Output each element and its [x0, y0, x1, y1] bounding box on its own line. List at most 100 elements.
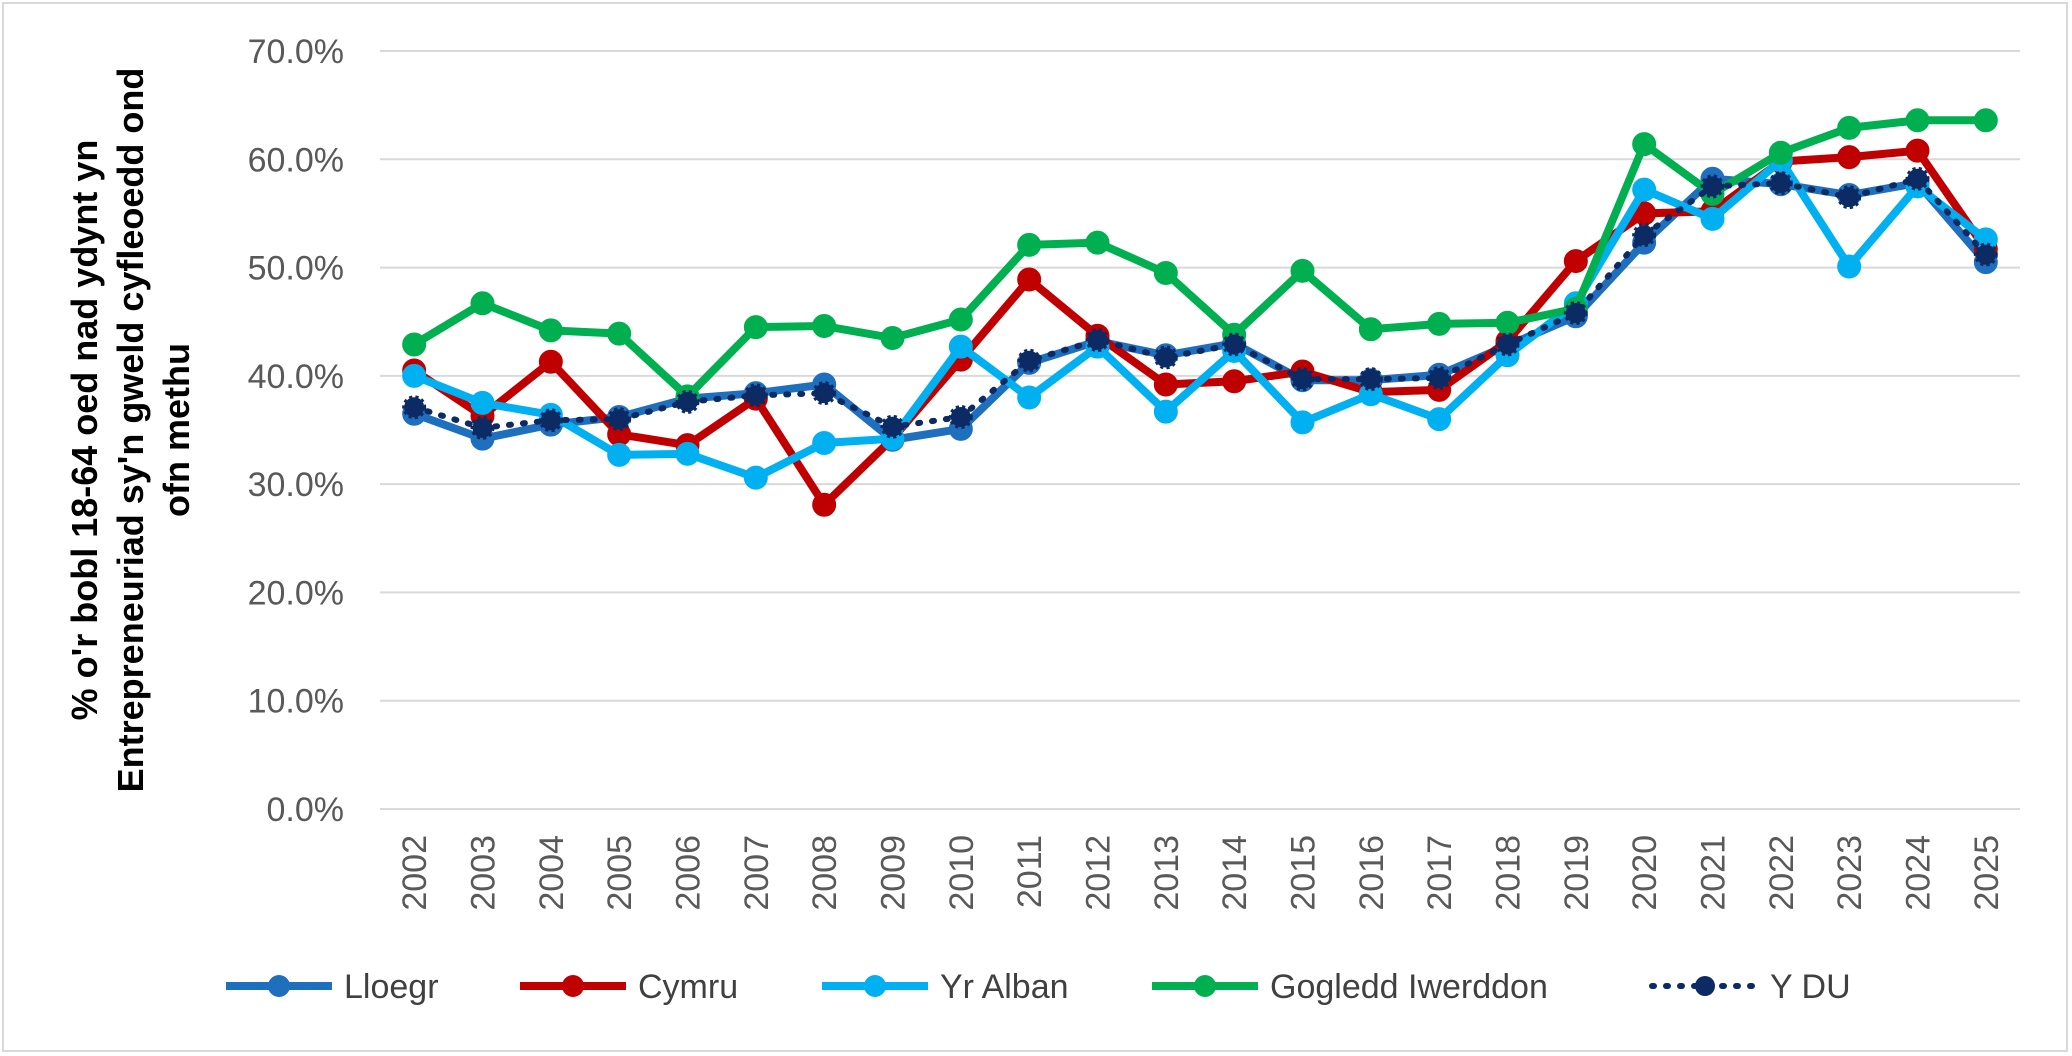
data-point	[402, 363, 427, 388]
data-point	[743, 383, 768, 408]
y-axis: 0.0% 10.0% 20.0% 30.0% 40.0% 50.0% 60.0% 70.0%	[248, 33, 344, 829]
x-tick-label: 2017	[1421, 835, 1459, 911]
data-point	[948, 334, 973, 359]
legend-label: Cymru	[638, 968, 738, 1006]
data-point	[1905, 108, 1930, 133]
x-tick-label: 2022	[1763, 835, 1801, 911]
y-tick-label: 70.0%	[248, 33, 344, 71]
data-point	[607, 321, 632, 346]
legend-swatch-marker	[268, 975, 290, 997]
data-point	[1632, 223, 1657, 248]
y-axis-title: % o'r bobl 18-64 oed nad ydynt yn Entrepr…	[64, 68, 197, 793]
series-y-du	[402, 166, 1998, 440]
data-point	[538, 349, 563, 374]
x-tick-label: 2009	[875, 835, 913, 911]
x-tick-label: 2011	[1011, 835, 1049, 908]
x-tick-label: 2020	[1626, 835, 1664, 911]
y-tick-label: 60.0%	[248, 141, 344, 179]
data-point	[1632, 177, 1657, 202]
y-axis-label-line: % o'r bobl 18-64 oed nad ydynt yn	[64, 140, 105, 721]
data-point	[1837, 185, 1862, 210]
data-point	[607, 442, 632, 467]
data-point	[1563, 301, 1588, 326]
y-tick-label: 10.0%	[248, 683, 344, 721]
data-point	[1563, 249, 1588, 274]
x-tick-label: 2023	[1831, 835, 1869, 911]
legend-label: Lloegr	[344, 968, 439, 1006]
x-tick-label: 2015	[1285, 835, 1323, 911]
data-point	[812, 314, 837, 339]
data-point	[1495, 332, 1520, 357]
x-tick-label: 2008	[806, 835, 844, 911]
x-tick-label: 2018	[1490, 835, 1528, 911]
series-yr-alban	[402, 148, 1998, 490]
data-point	[1153, 399, 1178, 424]
data-point	[743, 315, 768, 340]
series-cymru	[402, 138, 1998, 517]
data-point	[1290, 410, 1315, 435]
data-point	[402, 332, 427, 357]
data-point	[470, 415, 495, 440]
legend-swatch-marker	[1695, 976, 1715, 996]
x-tick-label: 2021	[1695, 835, 1733, 911]
legend-item: Cymru	[520, 968, 738, 1006]
data-point	[1495, 310, 1520, 335]
legend-swatch-marker	[864, 975, 886, 997]
series-line	[412, 156, 1989, 482]
legend: Lloegr Cymru Yr Alban Gogledd Iwerddon Y DU	[226, 968, 1851, 1006]
data-point	[948, 405, 973, 430]
legend-item: Lloegr	[226, 968, 439, 1006]
data-point	[470, 291, 495, 316]
data-point	[607, 407, 632, 432]
data-point	[812, 492, 837, 517]
data-point	[1017, 348, 1042, 373]
y-axis-label-line: Entrepreneuriad sy'n gweld cyfleoedd ond	[110, 68, 151, 793]
series-lines	[402, 108, 1998, 517]
x-tick-label: 2024	[1900, 835, 1938, 911]
data-point	[948, 307, 973, 332]
data-point	[880, 414, 905, 439]
series-lloegr	[402, 166, 1998, 452]
x-tick-label: 2019	[1558, 835, 1596, 911]
data-point	[1085, 230, 1110, 255]
x-tick-label: 2002	[396, 835, 434, 911]
data-point	[1085, 328, 1110, 353]
legend-label: Y DU	[1770, 968, 1851, 1006]
x-tick-label: 2025	[1968, 835, 2006, 911]
data-point	[1905, 166, 1930, 191]
y-tick-label: 20.0%	[248, 574, 344, 612]
legend-item: Y DU	[1649, 968, 1851, 1006]
data-point	[1837, 145, 1862, 170]
data-point	[812, 430, 837, 455]
legend-swatch-marker	[1194, 975, 1216, 997]
data-point	[1290, 367, 1315, 392]
legend-swatch-marker	[562, 975, 584, 997]
series-line	[411, 175, 1989, 431]
data-point	[538, 408, 563, 433]
data-point	[880, 325, 905, 350]
data-point	[1700, 206, 1725, 231]
data-point	[1427, 366, 1452, 391]
data-point	[1837, 115, 1862, 140]
data-point	[1837, 254, 1862, 279]
x-tick-label: 2016	[1353, 835, 1391, 911]
data-point	[675, 389, 700, 414]
data-point	[1973, 242, 1998, 267]
data-point	[1632, 132, 1657, 157]
data-point	[812, 381, 837, 406]
y-tick-label: 30.0%	[248, 466, 344, 504]
y-tick-label: 0.0%	[267, 791, 345, 829]
legend-item: Gogledd Iwerddon	[1152, 968, 1548, 1006]
x-tick-label: 2006	[670, 835, 708, 911]
gridlines	[380, 50, 2020, 810]
data-point	[1017, 267, 1042, 292]
data-point	[1358, 367, 1383, 392]
data-point	[402, 395, 427, 420]
data-point	[1768, 171, 1793, 196]
data-point	[675, 441, 700, 466]
data-point	[1290, 258, 1315, 283]
x-tick-label: 2010	[943, 835, 981, 911]
y-axis-label: % o'r bobl 18-64 oed nad ydynt yn Entrepr…	[64, 68, 197, 793]
y-tick-label: 40.0%	[248, 358, 344, 396]
x-axis: 2002 2003 2004 2005 2006 2007 2008 2009 2010 2011…	[396, 835, 2006, 911]
